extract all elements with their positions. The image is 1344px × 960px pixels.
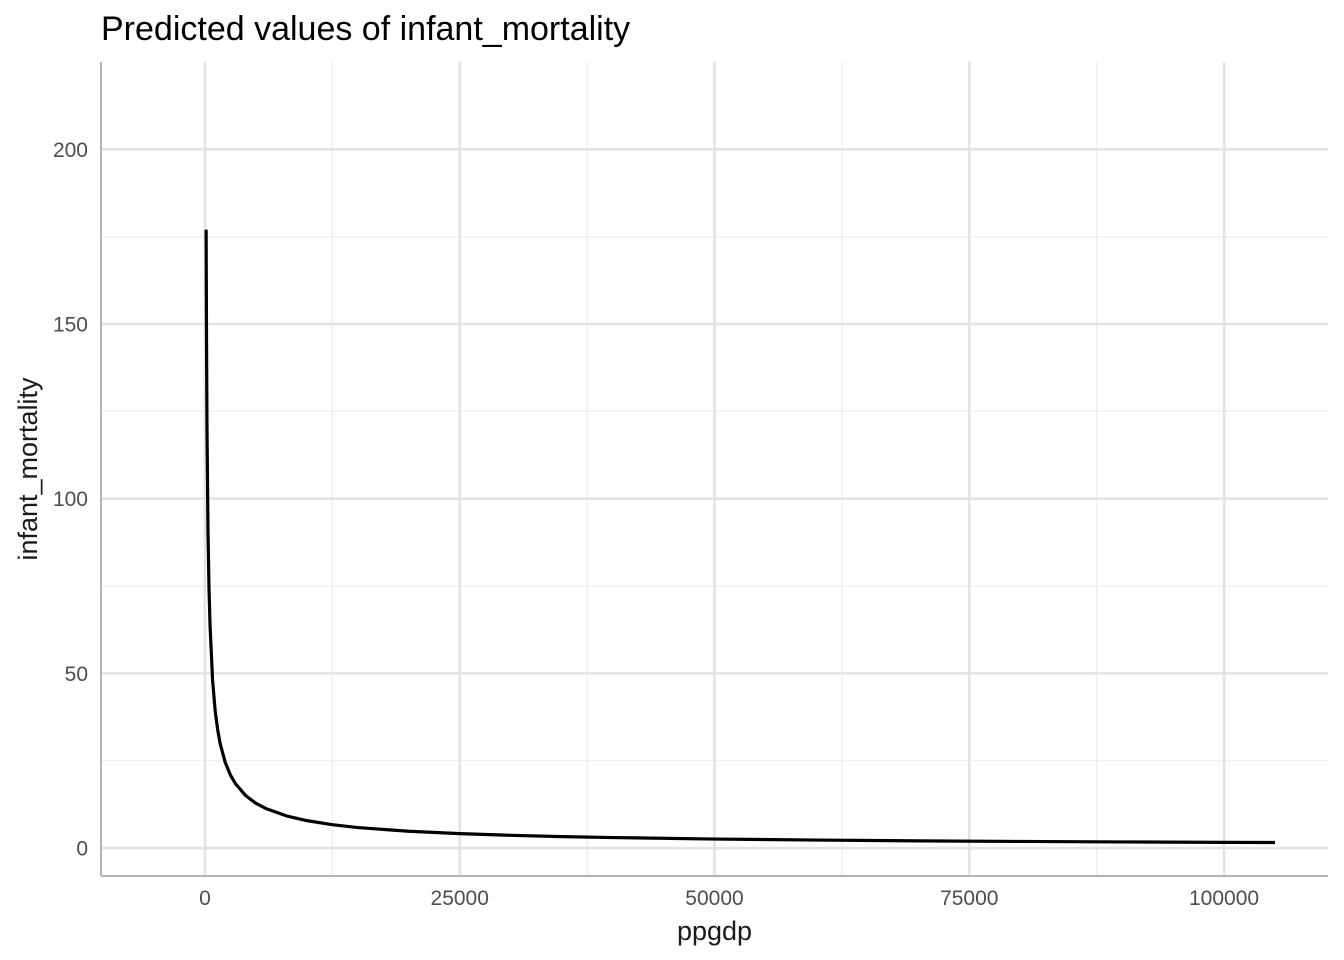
y-tick-label-0: 0 (76, 838, 88, 861)
confidence-band (206, 208, 1276, 843)
x-tick-label-0: 0 (199, 887, 211, 910)
series-layer (204, 208, 1276, 845)
x-tick-label-4: 100000 (1189, 887, 1259, 910)
y-tick-label-1: 50 (65, 663, 88, 686)
axes (100, 62, 1328, 877)
x-tick-labels: 0 25000 50000 75000 100000 (199, 887, 1259, 910)
y-axis-title: infant_mortality (13, 377, 43, 561)
x-tick-label-1: 25000 (431, 887, 489, 910)
y-tick-label-2: 100 (53, 488, 88, 511)
chart-title: Predicted values of infant_mortality (101, 10, 630, 48)
y-tick-labels: 0 50 100 150 200 (53, 139, 88, 861)
y-tick-label-3: 150 (53, 314, 88, 337)
y-tick-label-4: 200 (53, 139, 88, 162)
x-axis-title: ppgdp (677, 916, 752, 946)
x-tick-label-2: 50000 (685, 887, 743, 910)
grid-major (101, 62, 1328, 876)
x-tick-label-3: 75000 (940, 887, 998, 910)
prediction-line (204, 229, 1276, 845)
